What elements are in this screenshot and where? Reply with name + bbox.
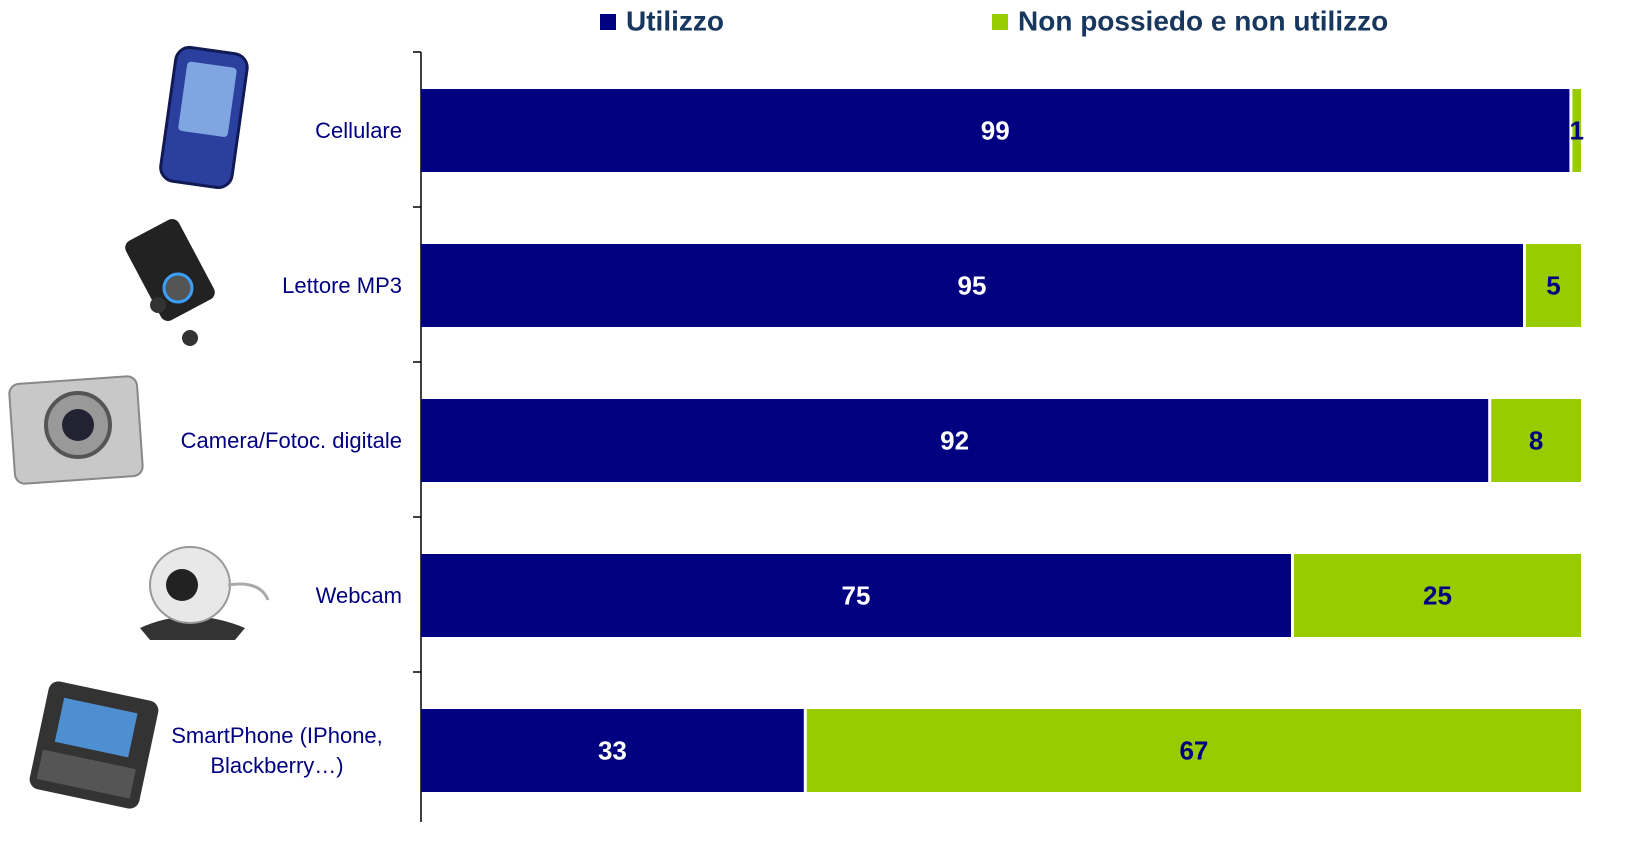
bar-segment xyxy=(421,709,804,792)
icon-webcam xyxy=(140,546,270,640)
category-label: Webcam xyxy=(315,582,402,608)
value-label: 99 xyxy=(981,115,1010,145)
bar-segment xyxy=(421,244,1523,327)
value-label: 25 xyxy=(1423,580,1452,610)
value-label: 67 xyxy=(1179,735,1208,765)
value-label: 92 xyxy=(940,425,969,455)
icon-smartphone xyxy=(29,681,159,809)
value-label: 75 xyxy=(842,580,871,610)
legend-label: Non possiedo e non utilizzo xyxy=(1018,5,1388,36)
category-label: SmartPhone (IPhone, Blackberry…) xyxy=(171,722,383,778)
category-label: Lettore MP3 xyxy=(282,272,402,298)
bar-segment xyxy=(1526,244,1581,327)
value-label: 1 xyxy=(1569,115,1583,145)
legend-label: Utilizzo xyxy=(626,5,724,36)
category-label: Camera/Fotoc. digitale xyxy=(180,427,402,453)
bar-segment xyxy=(421,554,1291,637)
icon-mp3 xyxy=(125,219,215,346)
icon-phone xyxy=(159,45,249,190)
bar-segment xyxy=(1491,399,1581,482)
value-label: 5 xyxy=(1546,270,1560,300)
bar-segment xyxy=(1294,554,1581,637)
value-label: 95 xyxy=(958,270,987,300)
category-label: Cellulare xyxy=(315,117,402,143)
bar-segment xyxy=(421,399,1489,482)
value-label: 8 xyxy=(1529,425,1543,455)
legend-swatch xyxy=(600,14,616,30)
bar-segment xyxy=(1572,89,1581,172)
icon-camera xyxy=(8,375,144,485)
value-label: 33 xyxy=(598,735,627,765)
legend-swatch xyxy=(992,14,1008,30)
bar-segment xyxy=(806,709,1581,792)
bar-segment xyxy=(421,89,1570,172)
